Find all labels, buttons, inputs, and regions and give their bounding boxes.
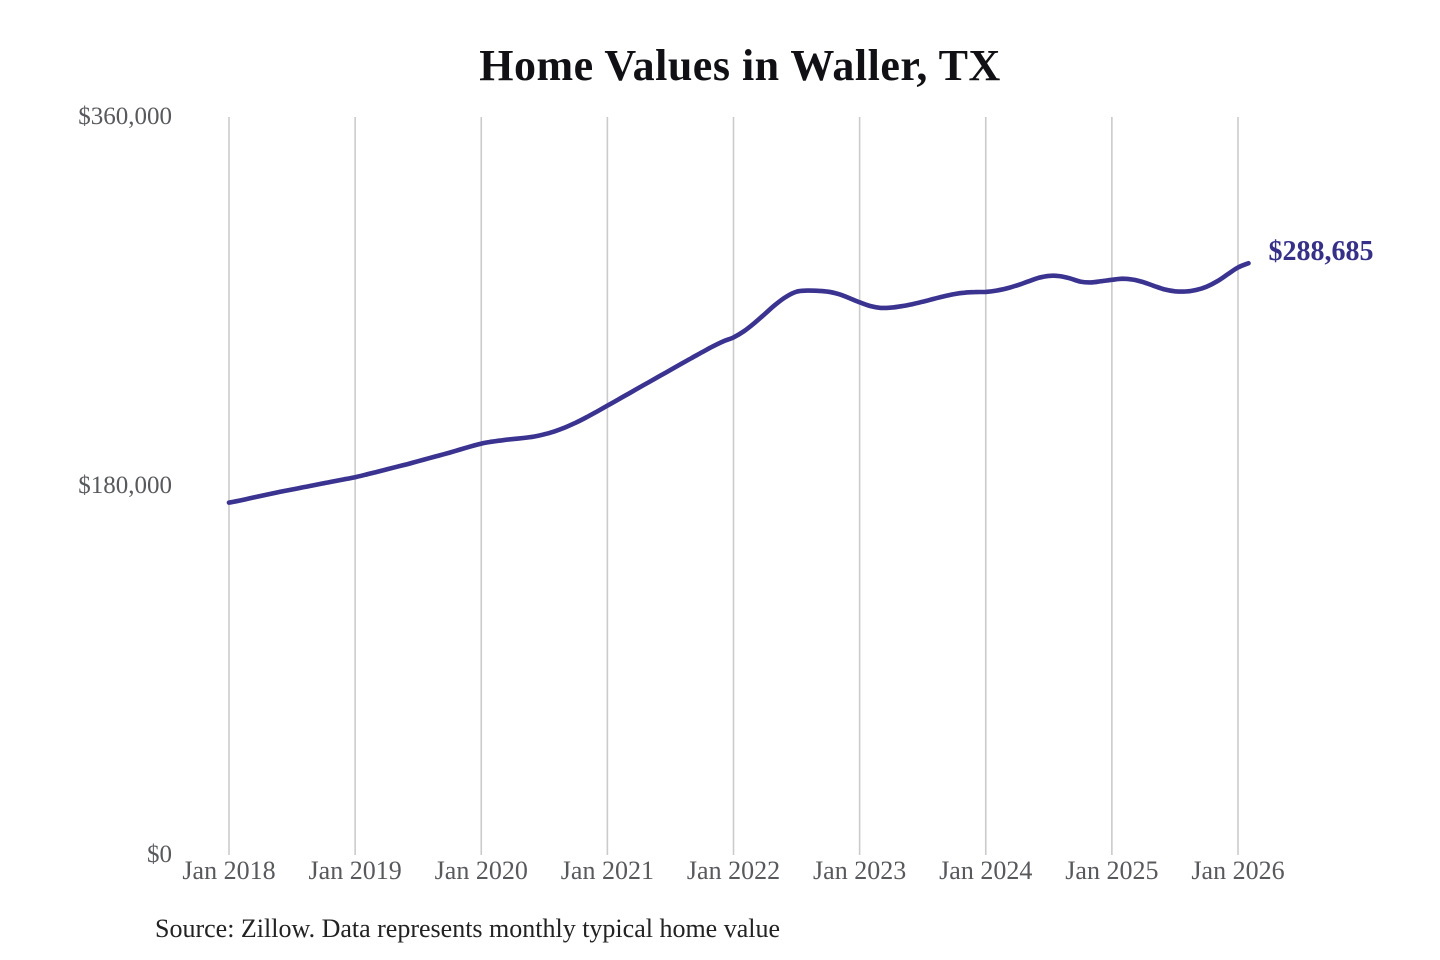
- x-tick-jan-2020: Jan 2020: [434, 856, 528, 885]
- x-tick-jan-2026: Jan 2026: [1191, 856, 1285, 885]
- home-value-line: [226, 260, 1251, 505]
- y-tick-360000: $360,000: [78, 103, 172, 130]
- latest-value-label: $288,685: [1268, 236, 1374, 268]
- x-tick-jan-2018: Jan 2018: [182, 856, 276, 885]
- chart-title: Home Values in Waller, TX: [479, 41, 1001, 90]
- x-tick-jan-2022: Jan 2022: [686, 856, 781, 885]
- x-tick-jan-2019: Jan 2019: [308, 856, 402, 885]
- source-note: Source: Zillow. Data represents monthly …: [155, 914, 781, 943]
- x-tick-jan-2021: Jan 2021: [560, 856, 654, 885]
- x-tick-jan-2023: Jan 2023: [813, 856, 907, 885]
- y-tick-180000: $180,000: [78, 472, 172, 499]
- y-tick-0: $0: [147, 841, 172, 868]
- x-tick-jan-2024: Jan 2024: [939, 856, 1033, 885]
- x-tick-jan-2025: Jan 2025: [1065, 856, 1159, 885]
